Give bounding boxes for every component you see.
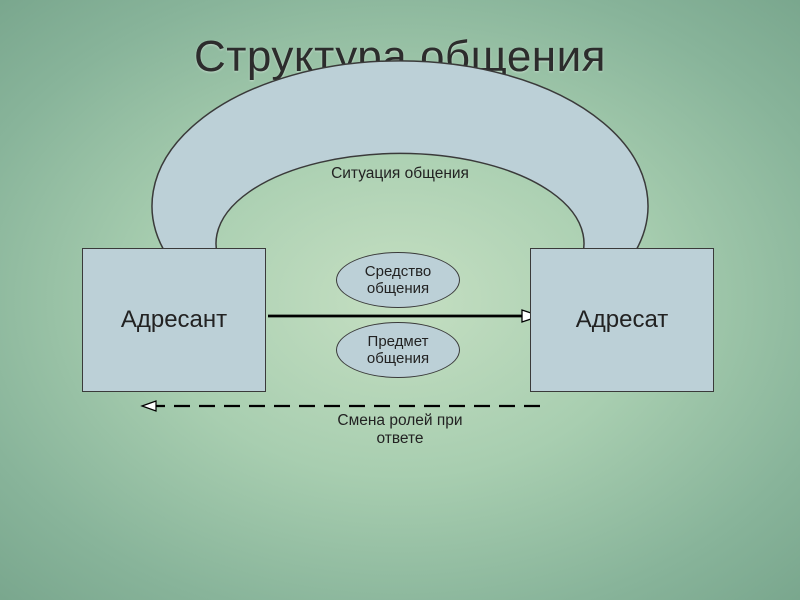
means-label: Средство общения	[365, 263, 431, 298]
arrow-reply-head	[142, 401, 156, 411]
means-ellipse: Средство общения	[336, 252, 460, 308]
addresser-label: Адресант	[121, 306, 227, 334]
situation-label: Ситуация общения	[300, 165, 500, 183]
addressee-label: Адресат	[576, 306, 669, 334]
subject-label: Предмет общения	[367, 333, 429, 368]
subject-ellipse: Предмет общения	[336, 322, 460, 378]
addressee-box: Адресат	[530, 248, 714, 392]
addresser-box: Адресант	[82, 248, 266, 392]
role-swap-label: Смена ролей при ответе	[280, 412, 520, 448]
